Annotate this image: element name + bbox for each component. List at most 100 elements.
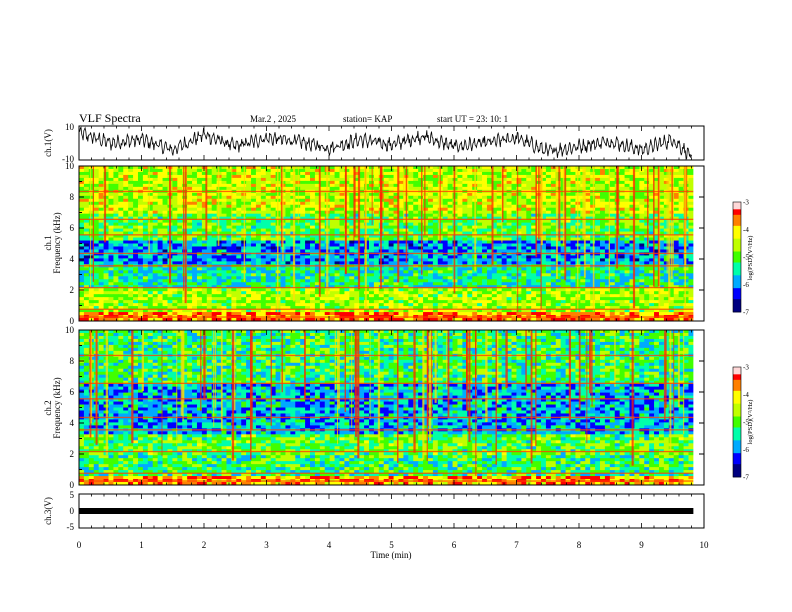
- spectrogram-cell: [334, 249, 340, 253]
- spectrogram-cell: [432, 180, 439, 185]
- spectrogram-cell: [388, 276, 394, 280]
- spectrogram-cell: [147, 201, 154, 206]
- spectrogram-cell: [516, 219, 522, 224]
- spectrogram-cell: [137, 207, 144, 212]
- spectrogram-cell: [334, 231, 340, 235]
- spectrogram-cell: [678, 204, 684, 209]
- spectrogram-cell: [482, 204, 488, 209]
- spectrogram-cell: [673, 216, 680, 221]
- spectrogram-cell: [246, 219, 252, 224]
- spectrogram-cell: [329, 255, 335, 259]
- spectrogram-cell: [673, 234, 680, 238]
- spectrogram-cell: [255, 249, 262, 253]
- spectrogram-cell: [123, 213, 129, 218]
- spectrogram-cell: [359, 237, 365, 241]
- spectrogram-cell: [79, 207, 85, 212]
- spectrogram-cell: [236, 261, 242, 265]
- spectrogram-cell: [526, 168, 532, 173]
- spectrogram-cell: [196, 219, 203, 224]
- spectrogram-cell: [501, 183, 508, 188]
- spectrogram-cell: [93, 222, 100, 227]
- spectrogram-cell: [595, 252, 601, 256]
- spectrogram-cell: [354, 177, 360, 182]
- spectrogram-cell: [688, 249, 694, 253]
- spectrogram-cell: [393, 225, 399, 229]
- spectrogram-cell: [221, 237, 227, 241]
- spectrogram-cell: [137, 216, 144, 221]
- spectrogram-cell: [226, 243, 232, 247]
- spectrogram-cell: [251, 201, 257, 206]
- spectrogram-cell: [477, 201, 483, 206]
- spectrogram-cell: [673, 240, 680, 244]
- spectrogram-cell: [639, 201, 645, 206]
- spectrogram-cell: [516, 201, 522, 206]
- spectrogram-cell: [604, 261, 611, 265]
- spectrogram-cell: [128, 273, 134, 277]
- spectrogram-cell: [457, 267, 463, 271]
- spectrogram-cell: [196, 222, 203, 227]
- spectrogram-cell: [467, 195, 473, 200]
- spectrogram-cell: [108, 267, 114, 271]
- spectrogram-cell: [260, 171, 267, 176]
- spectrogram-cell: [88, 183, 95, 188]
- spectrogram-cell: [334, 201, 340, 206]
- spectrogram-cell: [319, 195, 326, 200]
- spectrogram-cell: [236, 166, 242, 170]
- spectrogram-cell: [201, 267, 208, 271]
- spectrogram-cell: [83, 198, 90, 203]
- spectrogram-cell: [482, 267, 488, 271]
- spectrogram-cell: [373, 171, 380, 176]
- spectrogram-cell: [142, 183, 149, 188]
- spectrogram-cell: [388, 213, 394, 218]
- spectrogram-cell: [393, 216, 399, 221]
- spectrogram-cell: [187, 231, 193, 235]
- spectrogram-cell: [329, 240, 335, 244]
- spectrogram-cell: [221, 231, 227, 235]
- spectrogram-cell: [437, 270, 444, 274]
- spectrogram-cell: [196, 255, 203, 259]
- spectrogram-cell: [79, 174, 85, 179]
- spectrogram-cell: [300, 198, 306, 203]
- spectrogram-cell: [157, 249, 163, 253]
- spectrogram-cell: [187, 249, 193, 253]
- spectrogram-cell: [359, 166, 365, 170]
- spectrogram-cell: [634, 231, 640, 235]
- spectrogram-cell: [157, 210, 163, 215]
- spectrogram-cell: [482, 234, 488, 238]
- spectrogram-cell: [639, 174, 645, 179]
- spectrogram-cell: [683, 276, 689, 280]
- spectrogram-cell: [157, 243, 163, 247]
- spectrogram-cell: [550, 195, 557, 200]
- spectrogram-cell: [226, 213, 232, 218]
- spectrogram-cell: [187, 219, 193, 224]
- spectrogram-cell: [118, 282, 124, 286]
- spectrogram-cell: [373, 174, 380, 179]
- spectrogram-cell: [88, 177, 95, 182]
- spectrogram-cell: [477, 204, 483, 209]
- spectrogram-cell: [221, 261, 227, 265]
- spectrogram-cell: [246, 195, 252, 200]
- spectrogram-cell: [550, 213, 557, 218]
- spectrogram-cell: [413, 180, 419, 185]
- spectrogram-cell: [398, 174, 404, 179]
- spectrogram-cell: [187, 243, 193, 247]
- spectrogram-cell: [423, 234, 429, 238]
- spectrogram-cell: [644, 237, 650, 241]
- spectrogram-cell: [467, 267, 473, 271]
- spectrogram-cell: [654, 222, 660, 227]
- spectrogram-cell: [501, 231, 508, 235]
- spectrogram-cell: [251, 174, 257, 179]
- spectrogram-cell: [531, 249, 537, 253]
- spectrogram-cell: [432, 276, 439, 280]
- spectrogram-cell: [329, 231, 335, 235]
- spectrogram-cell: [604, 166, 611, 170]
- spectrogram-cell: [98, 249, 104, 253]
- spectrogram-cell: [457, 279, 463, 283]
- spectrogram-cell: [359, 174, 365, 179]
- spectrogram-cell: [88, 210, 95, 215]
- spectrogram-cell: [255, 225, 262, 229]
- spectrogram-cell: [216, 267, 222, 271]
- spectrogram-cell: [368, 276, 375, 280]
- spectrogram-cell: [482, 216, 488, 221]
- spectrogram-cell: [201, 183, 208, 188]
